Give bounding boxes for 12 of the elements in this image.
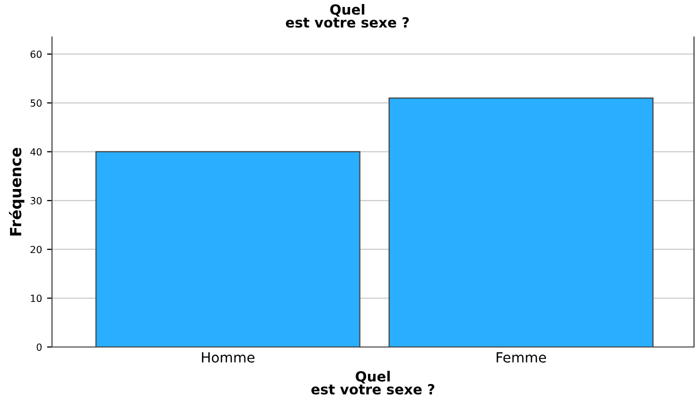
y-tick-label: 20 [30,246,42,254]
y-tick-label: 50 [30,99,42,107]
x-tick-label: Homme [202,352,254,363]
chart-title: Quel est votre sexe ? [286,4,409,28]
y-tick-label: 10 [30,294,42,302]
y-tick-label: 60 [30,50,42,58]
x-axis-title: Quel est votre sexe ? [311,370,434,395]
y-axis-title: Fréquence [8,148,24,236]
x-tick-label: Femme [496,352,546,363]
y-tick-label: 30 [30,197,42,204]
y-tick-label: 0 [36,343,42,351]
y-tick-label: 40 [30,148,42,156]
